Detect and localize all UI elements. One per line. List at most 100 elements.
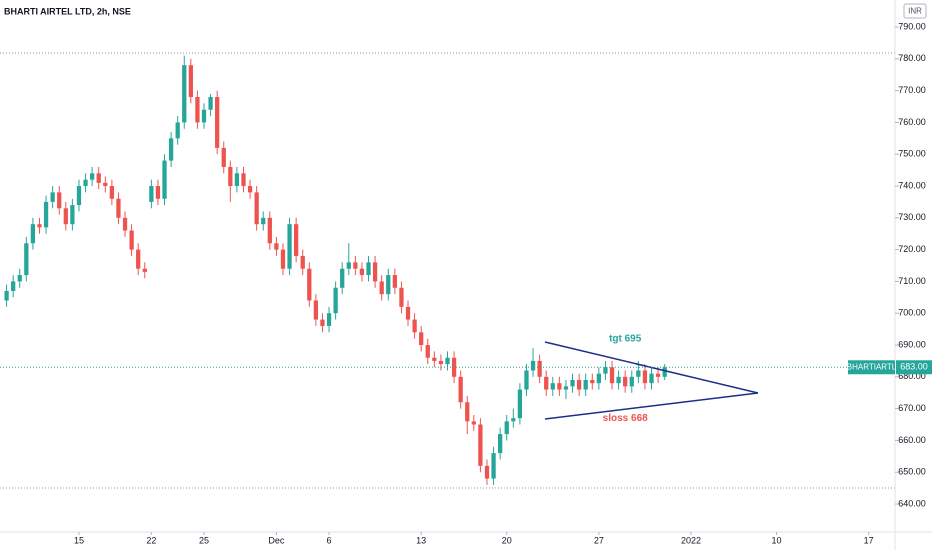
candle-body (155, 186, 161, 199)
candle-body (195, 96, 200, 123)
candle-body (484, 465, 490, 479)
candle-body (570, 380, 575, 387)
candle-body (76, 186, 82, 206)
candle-body (636, 370, 641, 377)
candle-body (445, 357, 450, 365)
candle-body (590, 380, 595, 384)
y-tick-label: 680.00 (898, 371, 926, 381)
candle-body (563, 386, 569, 390)
candle-body (333, 287, 338, 314)
annotation: sloss 668 (603, 413, 648, 424)
candle-body (359, 268, 365, 276)
currency-box (903, 3, 927, 19)
candle-body (504, 421, 509, 435)
candle-body (261, 217, 266, 225)
candle-body (537, 360, 542, 377)
candle-body (530, 360, 536, 371)
candle-body (544, 376, 549, 390)
x-tick-label: 2022 (681, 535, 701, 545)
candle-body (649, 373, 654, 384)
candle-body (201, 109, 207, 123)
candle-body (642, 370, 648, 384)
candle-body (399, 287, 404, 307)
y-tick-label: 760.00 (898, 117, 926, 127)
price-tag-label: 683.00 (900, 362, 928, 372)
candle-body (511, 418, 516, 422)
y-tick-label: 710.00 (898, 276, 926, 286)
candle-body (280, 249, 286, 269)
candle-body (300, 255, 305, 269)
candle-body (517, 389, 523, 419)
candle-body (438, 360, 444, 365)
candle-body (307, 268, 312, 301)
candle-body (136, 249, 141, 269)
candle-body (405, 306, 411, 320)
x-tick-label: 13 (416, 535, 426, 545)
candle-body (129, 230, 134, 250)
candle-body (629, 376, 634, 387)
candle-body (583, 380, 588, 390)
candle-body (465, 402, 470, 422)
symbol-label: BHARTIARTL (847, 362, 897, 371)
candle-body (576, 380, 582, 390)
candle-body (24, 243, 29, 276)
y-tick-label: 700.00 (898, 308, 926, 318)
candle-body (320, 319, 325, 326)
y-tick-label: 770.00 (898, 85, 926, 95)
candle-body (4, 290, 9, 301)
candle-body (168, 138, 174, 161)
candle-body (228, 166, 233, 187)
candle-body (70, 205, 75, 225)
candle-body (182, 65, 187, 123)
y-tick-label: 780.00 (898, 53, 926, 63)
candle-body (524, 370, 529, 390)
x-tick-label: 10 (772, 535, 782, 545)
chart-title: BHARTI AIRTEL LTD, 2h, NSE (4, 6, 131, 16)
candle-body (471, 421, 476, 425)
candle-body (491, 453, 496, 479)
candle-body (386, 275, 391, 295)
x-tick-label: 15 (74, 535, 84, 545)
y-tick-label: 650.00 (898, 467, 926, 477)
candle-body (162, 160, 167, 199)
candle-body (103, 182, 108, 187)
candle-body (550, 383, 555, 390)
candle-body (17, 275, 22, 282)
candle-body (234, 173, 240, 187)
candle-body (175, 122, 180, 139)
candle-body (294, 224, 299, 256)
candle-body (313, 300, 319, 320)
candle-body (603, 367, 608, 374)
candle-body (43, 201, 49, 228)
candle-body (412, 319, 417, 333)
candle-body (662, 367, 667, 377)
candle-body (89, 173, 95, 180)
y-tick-label: 750.00 (898, 149, 926, 159)
annotation: tgt 695 (609, 333, 642, 344)
candle-body (451, 357, 457, 377)
candle-body (655, 373, 661, 377)
y-tick-label: 690.00 (898, 339, 926, 349)
candle-body (379, 281, 384, 295)
y-tick-label: 790.00 (898, 21, 926, 31)
candle-body (425, 345, 430, 358)
candle-body (50, 192, 55, 202)
y-tick-label: 740.00 (898, 180, 926, 190)
candle-body (57, 192, 62, 209)
candle-body (392, 275, 397, 288)
candle-body (208, 96, 213, 110)
candle-body (116, 198, 121, 218)
candle-body (241, 173, 246, 187)
candle-body (122, 217, 128, 231)
candle-body (149, 186, 154, 202)
candle-body (96, 173, 101, 183)
candle-body (188, 65, 193, 97)
candle-body (109, 186, 115, 199)
candle-body (215, 96, 220, 148)
candle-body (366, 262, 371, 276)
candle-body (478, 424, 483, 466)
y-tick-label: 670.00 (898, 403, 926, 413)
currency: INR (908, 7, 922, 16)
candle-body (287, 224, 292, 269)
